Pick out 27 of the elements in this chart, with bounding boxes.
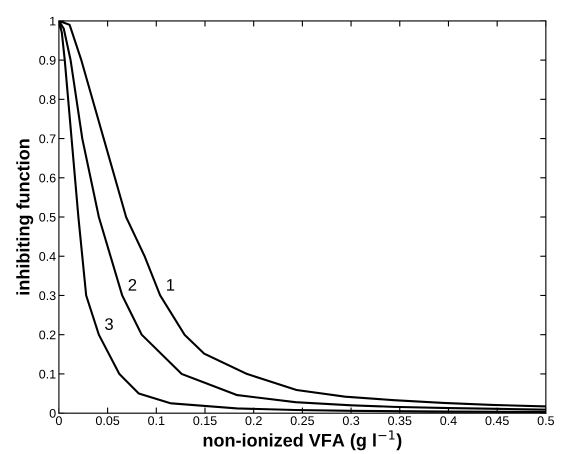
- x-axis-title: non-ionized VFA (g l$^{−1}$): [204, 430, 402, 450]
- y-tick-label: 0.5: [39, 212, 56, 222]
- x-tick-label: 0.3: [342, 416, 360, 426]
- y-tick-label: 0.3: [39, 291, 56, 300]
- x-tick-label: 0.1: [148, 416, 164, 426]
- series-label: 2: [128, 278, 136, 291]
- y-tick-label: 0.8: [39, 95, 56, 104]
- series-label: 1: [167, 279, 174, 291]
- y-axis-title: inhibiting function: [16, 139, 34, 294]
- x-tick-label: 0.05: [96, 416, 120, 426]
- y-tick-label: 0.7: [39, 134, 56, 144]
- x-tick-label: 0.4: [440, 416, 457, 426]
- x-tick-label: 0.15: [193, 416, 217, 426]
- x-tick-label: 0.2: [245, 416, 262, 426]
- x-tick-label: 0.35: [388, 416, 412, 426]
- x-tick-label: 0.5: [538, 416, 554, 426]
- y-tick-label: 0.1: [39, 370, 56, 379]
- y-tick-label: 1: [50, 16, 56, 26]
- series-label: 3: [105, 318, 113, 330]
- y-tick-label: 0.4: [39, 252, 56, 261]
- y-tick-label: 0.6: [39, 174, 56, 182]
- y-tick-label: 0: [50, 408, 56, 418]
- x-tick-label: 0: [56, 416, 62, 426]
- y-tick-label: 0.2: [39, 330, 56, 340]
- x-tick-label: 0.25: [290, 416, 314, 426]
- y-tick-label: 0.9: [39, 56, 56, 65]
- x-tick-label: 0.45: [485, 416, 509, 426]
